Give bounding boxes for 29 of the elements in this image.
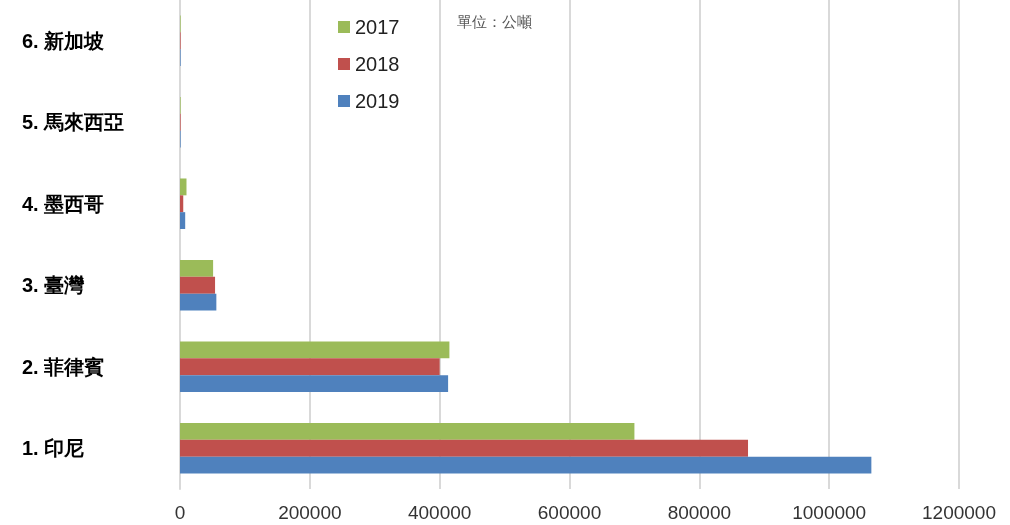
x-tick-label: 0 <box>174 502 186 523</box>
bar <box>180 341 450 359</box>
bar <box>180 212 186 230</box>
x-tick-label: 400000 <box>407 502 472 523</box>
bar <box>180 422 635 440</box>
legend-label: 2019 <box>355 90 400 112</box>
bar <box>180 358 440 376</box>
bar <box>180 293 217 311</box>
y-tick-label: 6. 新加坡 <box>22 29 105 52</box>
bar <box>180 456 872 474</box>
x-tick-label: 600000 <box>537 502 602 523</box>
y-tick-label: 3. 臺灣 <box>22 274 86 297</box>
bar <box>180 259 214 277</box>
y-tick-label: 5. 馬來西亞 <box>22 111 125 134</box>
x-tick-label: 1000000 <box>792 502 867 523</box>
x-tick-label: 200000 <box>278 502 342 523</box>
legend-label: 2017 <box>355 16 400 38</box>
bar <box>180 195 184 213</box>
y-tick-label: 4. 墨西哥 <box>22 192 105 215</box>
bar <box>180 375 449 393</box>
x-tick-label: 1200000 <box>922 502 996 523</box>
annotation: 單位：公噸 <box>457 13 532 30</box>
bar <box>180 178 187 196</box>
legend-label: 2018 <box>355 53 400 75</box>
y-tick-label: 2. 菲律賓 <box>22 355 105 378</box>
x-tick-label: 800000 <box>667 502 732 523</box>
bar <box>180 276 216 294</box>
bar <box>180 439 749 457</box>
y-tick-label: 1. 印尼 <box>22 437 85 460</box>
